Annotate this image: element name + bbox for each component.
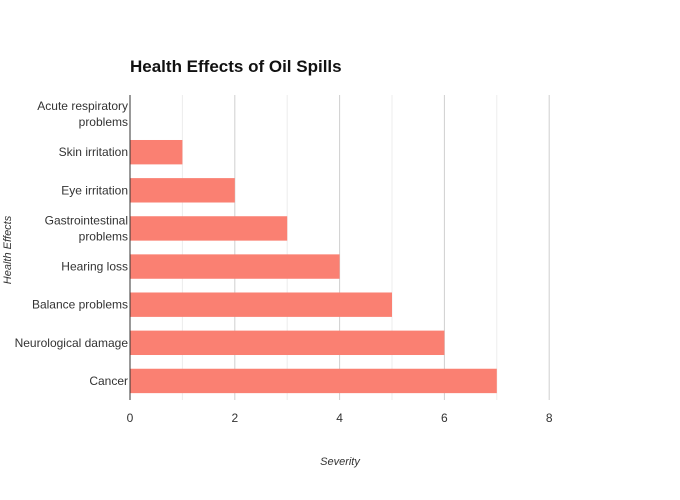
category-labels: Acute respiratory problems Skin irritation… <box>15 99 129 388</box>
category-label: Hearing loss <box>61 260 128 274</box>
bar <box>130 330 445 356</box>
x-tick-label: 6 <box>441 411 448 425</box>
bar <box>130 178 235 203</box>
category-label: Skin irritation <box>59 145 128 159</box>
category-label: Balance problems <box>32 298 128 312</box>
bar <box>130 254 340 279</box>
x-tick-labels: 0 2 4 6 8 <box>127 411 553 425</box>
gridlines <box>181 95 550 400</box>
bars <box>130 139 497 394</box>
category-label: Eye irritation <box>61 183 128 197</box>
bar <box>130 368 497 394</box>
category-label: Neurological damage <box>15 336 129 350</box>
x-tick-label: 4 <box>336 411 343 425</box>
chart-title: Health Effects of Oil Spills <box>130 57 342 76</box>
bar <box>130 139 183 165</box>
x-axis-title: Severity <box>320 456 361 468</box>
category-label: Gastrointestinal problems <box>45 213 128 243</box>
y-axis-title: Health Effects <box>2 215 14 284</box>
bar <box>130 216 288 241</box>
x-tick-label: 0 <box>127 411 134 425</box>
x-tick-label: 2 <box>231 411 238 425</box>
bar <box>130 292 392 317</box>
category-label: Acute respiratory problems <box>37 99 128 129</box>
x-tick-label: 8 <box>546 411 553 425</box>
category-label: Cancer <box>89 374 128 388</box>
